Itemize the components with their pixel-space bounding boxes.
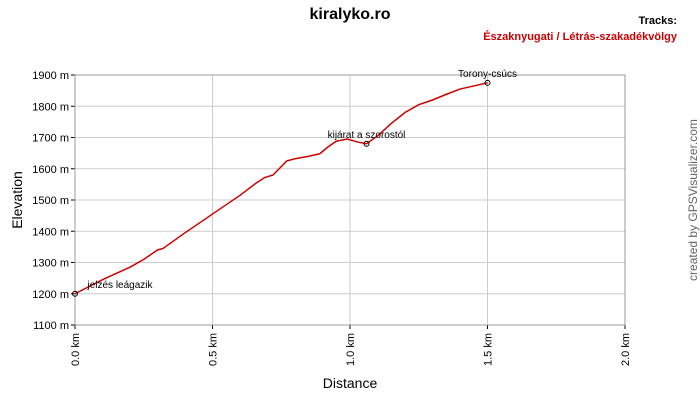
waypoint	[363, 140, 370, 147]
y-tick-label: 1700 m	[32, 133, 69, 145]
y-tick-label: 1900 m	[32, 70, 69, 82]
y-tick-label: 1400 m	[32, 226, 69, 238]
x-tick-label: 0.5 km	[208, 333, 220, 366]
waypoint	[72, 290, 78, 297]
waypoint-label: Torony-csúcs	[458, 69, 517, 80]
x-tick-label: 1.0 km	[345, 333, 357, 366]
y-tick-label: 1800 m	[32, 101, 69, 113]
credit: created by GPSVisualizer.com	[686, 119, 700, 281]
waypoint	[484, 79, 491, 86]
x-tick-label: 0.0 km	[70, 333, 82, 366]
y-axis-label: Elevation	[9, 171, 25, 229]
y-tick-label: 1100 m	[33, 320, 69, 332]
x-tick-label: 2.0 km	[620, 333, 632, 366]
x-axis-label: Distance	[323, 375, 378, 391]
waypoint-label: kijárat a szorostól	[328, 130, 406, 141]
y-tick-label: 1300 m	[32, 258, 69, 270]
legend-entry: Északnyugati / Létrás-szakadékvölgy	[483, 30, 678, 43]
plot-border	[74, 74, 626, 326]
x-tick-label: 1.5 km	[483, 333, 495, 366]
y-tick-label: 1600 m	[32, 164, 69, 176]
legend-title: Tracks:	[638, 15, 677, 27]
chart-title: kiralyko.ro	[310, 6, 391, 23]
y-tick-label: 1500 m	[32, 195, 69, 207]
y-tick-label: 1200 m	[32, 289, 69, 301]
waypoint-label: jelzés leágazik	[86, 280, 153, 291]
elevation-line	[74, 82, 488, 295]
